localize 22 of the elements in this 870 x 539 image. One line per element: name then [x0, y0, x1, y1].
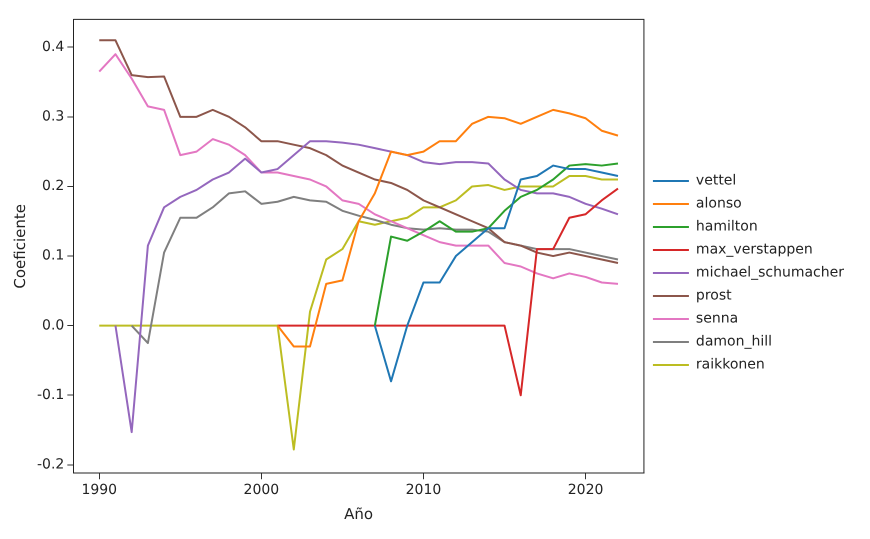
y-tick-label: -0.2 — [36, 456, 64, 472]
legend-label: raikkonen — [696, 356, 765, 373]
legend-label: vettel — [696, 172, 736, 189]
x-tick-label: 2020 — [568, 482, 604, 498]
y-tick-label: -0.1 — [36, 386, 64, 403]
legend-label: senna — [696, 310, 738, 327]
legend-label: alonso — [696, 196, 742, 212]
legend-label: michael_schumacher — [696, 264, 844, 281]
y-axis-title: Coeficiente — [10, 204, 29, 289]
x-tick-label: 2000 — [244, 482, 280, 498]
x-axis-title: Año — [344, 504, 374, 523]
legend-label: max_verstappen — [696, 242, 813, 258]
legend-label: hamilton — [696, 218, 758, 235]
y-tick-label: 0.3 — [42, 108, 64, 124]
y-tick-label: 0.4 — [42, 38, 64, 55]
y-tick-label: 0.0 — [42, 317, 64, 334]
y-tick-label: 0.1 — [42, 248, 64, 264]
x-tick-label: 1990 — [81, 482, 118, 498]
y-tick-label: 0.2 — [42, 178, 64, 194]
legend-label: damon_hill — [696, 334, 772, 350]
x-tick-label: 2010 — [406, 482, 442, 498]
legend-label: prost — [696, 288, 732, 304]
